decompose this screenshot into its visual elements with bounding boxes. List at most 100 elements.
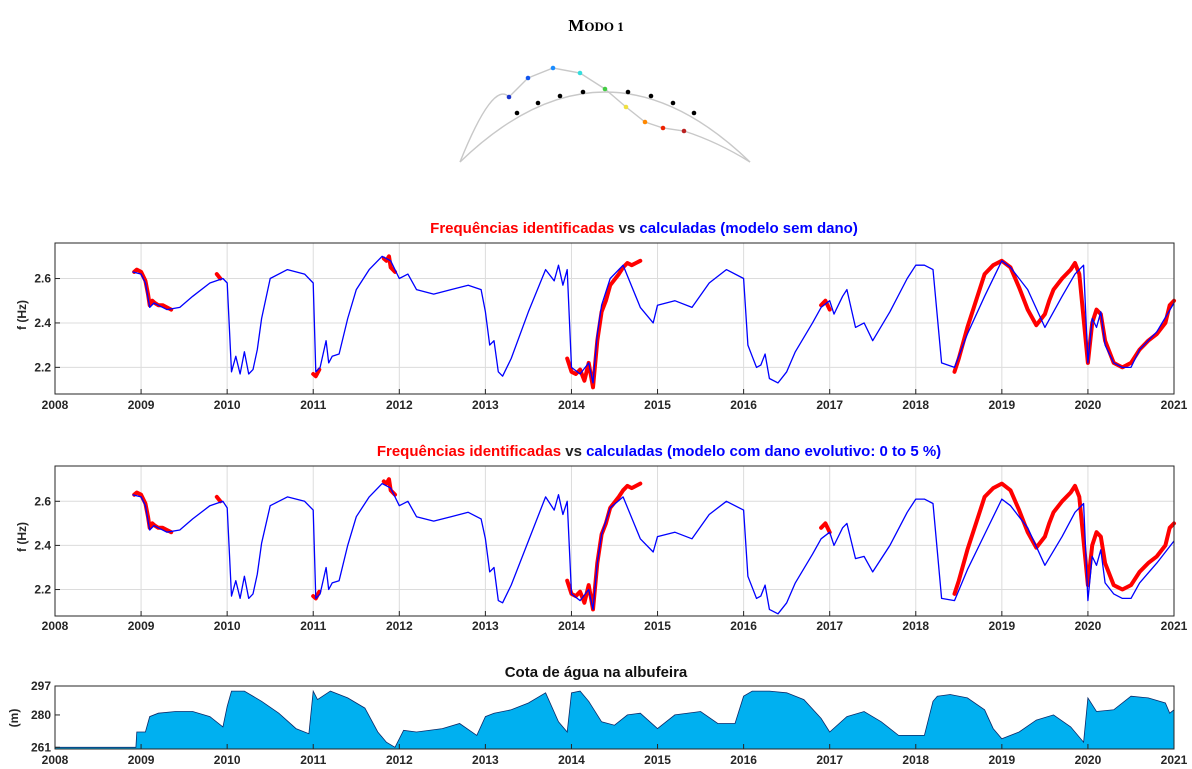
- x-tick-label: 2012: [386, 619, 413, 633]
- x-tick-label: 2018: [902, 398, 929, 412]
- reference-nodes: [514, 89, 697, 116]
- identified-frequency-segment: [214, 272, 223, 281]
- x-tick-label: 2021: [1161, 398, 1188, 412]
- arch-dam-diagram: [459, 65, 751, 163]
- x-tick-label: 2015: [644, 398, 671, 412]
- x-tick-label: 2008: [42, 398, 69, 412]
- panel3-title: Cota de água na albufeira: [505, 664, 688, 681]
- identified-frequency-segment: [952, 258, 1176, 374]
- identified-frequency-segment: [132, 490, 174, 535]
- y-tick-label: 261: [31, 740, 51, 754]
- reference-node: [557, 93, 563, 99]
- panel2-plot: 2008 2009 2010 2011 2012 2013 2014 2015 2016 2017…: [34, 465, 1188, 633]
- x-tick-label: 2021: [1161, 753, 1188, 767]
- y-tick-label: 297: [31, 679, 51, 693]
- panel2-title: Frequências identificadas vs calculadas …: [377, 443, 941, 460]
- y-tick-label: 2.6: [34, 494, 51, 508]
- x-tick-label: 2009: [128, 398, 155, 412]
- x-tick-label: 2009: [128, 619, 155, 633]
- mode-node: [681, 128, 687, 134]
- x-tick-label: 2016: [730, 398, 757, 412]
- reference-node: [648, 93, 654, 99]
- calculated-frequency-line: [132, 255, 1175, 384]
- x-tick-label: 2018: [902, 753, 929, 767]
- water-level-area: [54, 689, 1175, 750]
- x-tick-label: 2010: [214, 619, 241, 633]
- arch-reference-line: [459, 91, 751, 163]
- reference-node: [535, 100, 541, 106]
- x-tick-label: 2020: [1075, 619, 1102, 633]
- y-tick-label: 280: [31, 708, 51, 722]
- panel1-title-identified: Frequências identificadas: [430, 220, 614, 237]
- axes-box: [54, 242, 1175, 395]
- panel1-plot: 2008 2009 2010 2011 2012 2013 2014 2015 2016 2017…: [34, 242, 1188, 412]
- x-tick-label: 2021: [1161, 619, 1188, 633]
- x-tick-label: 2014: [558, 398, 585, 412]
- mode-node: [577, 70, 583, 76]
- x-tick-label: 2020: [1075, 753, 1102, 767]
- x-tick-label: 2017: [816, 619, 843, 633]
- panel2-title-identified: Frequências identificadas: [377, 443, 561, 460]
- y-tick-label: 2.2: [34, 360, 51, 374]
- panel2-title-vs: vs: [561, 443, 586, 460]
- panel3-ylabel: (m): [7, 709, 21, 728]
- x-tick-label: 2011: [300, 753, 326, 767]
- panel1-title-vs: vs: [614, 220, 639, 237]
- x-tick-label: 2018: [902, 619, 929, 633]
- y-tick-label: 2.4: [34, 538, 51, 552]
- x-tick-label: 2011: [300, 619, 326, 633]
- x-tick-label: 2015: [644, 619, 671, 633]
- x-tick-label: 2014: [558, 619, 585, 633]
- reference-node: [580, 89, 586, 95]
- panel2-ylabel: f (Hz): [15, 522, 29, 552]
- x-tick-label: 2010: [214, 398, 241, 412]
- mode-node: [660, 125, 666, 131]
- x-tick-label: 2017: [816, 398, 843, 412]
- x-tick-label: 2017: [816, 753, 843, 767]
- mode-node: [525, 75, 531, 81]
- identified-frequency-segment: [565, 258, 643, 390]
- y-tick-label: 2.2: [34, 583, 51, 597]
- mode-shape-nodes: [506, 65, 687, 134]
- figure-title-cap: M: [568, 16, 584, 35]
- mode-node: [642, 119, 648, 125]
- x-tick-label: 2019: [988, 753, 1015, 767]
- x-tick-label: 2020: [1075, 398, 1102, 412]
- identified-frequency-segment: [214, 494, 223, 504]
- x-tick-label: 2019: [988, 398, 1015, 412]
- x-tick-label: 2008: [42, 753, 69, 767]
- identified-frequency-segment: [819, 521, 832, 535]
- x-tick-label: 2019: [988, 619, 1015, 633]
- mode-node: [506, 94, 512, 100]
- panel1-title-calculated: calculadas (modelo sem dano): [639, 220, 857, 237]
- identified-frequency-segment: [952, 481, 1176, 596]
- reference-node: [514, 110, 520, 116]
- identified-frequency-segment: [819, 298, 832, 312]
- mode-node: [550, 65, 556, 71]
- x-tick-label: 2012: [386, 398, 413, 412]
- mode-node: [623, 104, 629, 110]
- identified-frequency-segment: [132, 267, 174, 312]
- panel1-title: Frequências identificadas vs calculadas …: [430, 220, 858, 237]
- panel3-plot: 2008 2009 2010 2011 2012 2013 2014 2015 2016 2017…: [31, 679, 1188, 767]
- panel1-ylabel: f (Hz): [15, 300, 29, 330]
- mode-shape-line: [459, 67, 751, 163]
- x-tick-label: 2011: [300, 398, 326, 412]
- y-tick-label: 2.6: [34, 272, 51, 286]
- panel2-title-calculated: calculadas (modelo com dano evolutivo: 0…: [586, 443, 941, 460]
- reference-node: [625, 89, 631, 95]
- mode-node: [602, 86, 608, 92]
- axes-box: [54, 465, 1175, 617]
- figure-title-rest: ODO 1: [584, 19, 623, 34]
- x-tick-label: 2012: [386, 753, 413, 767]
- x-tick-label: 2016: [730, 753, 757, 767]
- x-tick-label: 2016: [730, 619, 757, 633]
- reference-node: [670, 100, 676, 106]
- x-tick-label: 2010: [214, 753, 241, 767]
- x-tick-label: 2013: [472, 398, 499, 412]
- figure-title: MODO 1: [568, 16, 623, 35]
- identified-frequency-segment: [381, 254, 397, 274]
- x-tick-label: 2013: [472, 753, 499, 767]
- x-tick-label: 2015: [644, 753, 671, 767]
